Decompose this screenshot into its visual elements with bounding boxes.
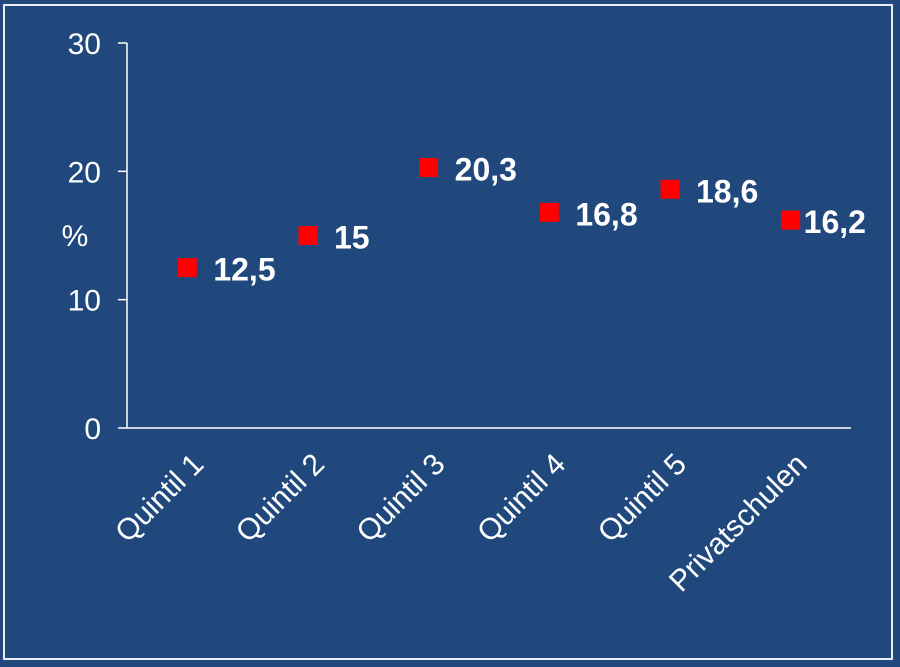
data-value-label: 16,8 [575,196,637,232]
x-category-label: Quintil 1 [109,448,210,549]
chart-frame [3,4,893,660]
data-value-label: 15 [334,220,370,256]
y-tick-label: 20 [68,156,101,189]
y-tick-label: 0 [84,413,101,446]
y-tick-label: 10 [68,285,101,318]
x-category-label: Quintil 3 [350,448,451,549]
data-value-label: 20,3 [455,151,517,187]
data-points [177,157,801,278]
data-point-marker [660,179,680,199]
data-value-label: 16,2 [804,204,866,240]
x-category-label: Quintil 4 [471,448,572,549]
axes [126,43,851,429]
data-labels: 12,5 15 20,3 16,8 18,6 16,2 [213,151,866,287]
data-point-marker [781,210,801,230]
y-tick-label: 30 [68,28,101,61]
data-value-label: 12,5 [213,252,275,288]
x-category-label: Quintil 2 [230,448,331,549]
data-point-marker [298,226,318,245]
data-point-marker [539,202,559,222]
y-axis-label: % [62,220,89,253]
x-category-label: Quintil 5 [592,448,693,549]
y-ticks: 0 10 20 30 [68,28,127,446]
x-category-labels: Quintil 1 Quintil 2 Quintil 3 Quintil 4 Quin… [109,448,813,599]
data-value-label: 18,6 [696,173,758,209]
data-point-marker [177,258,197,278]
data-point-marker [419,157,439,177]
